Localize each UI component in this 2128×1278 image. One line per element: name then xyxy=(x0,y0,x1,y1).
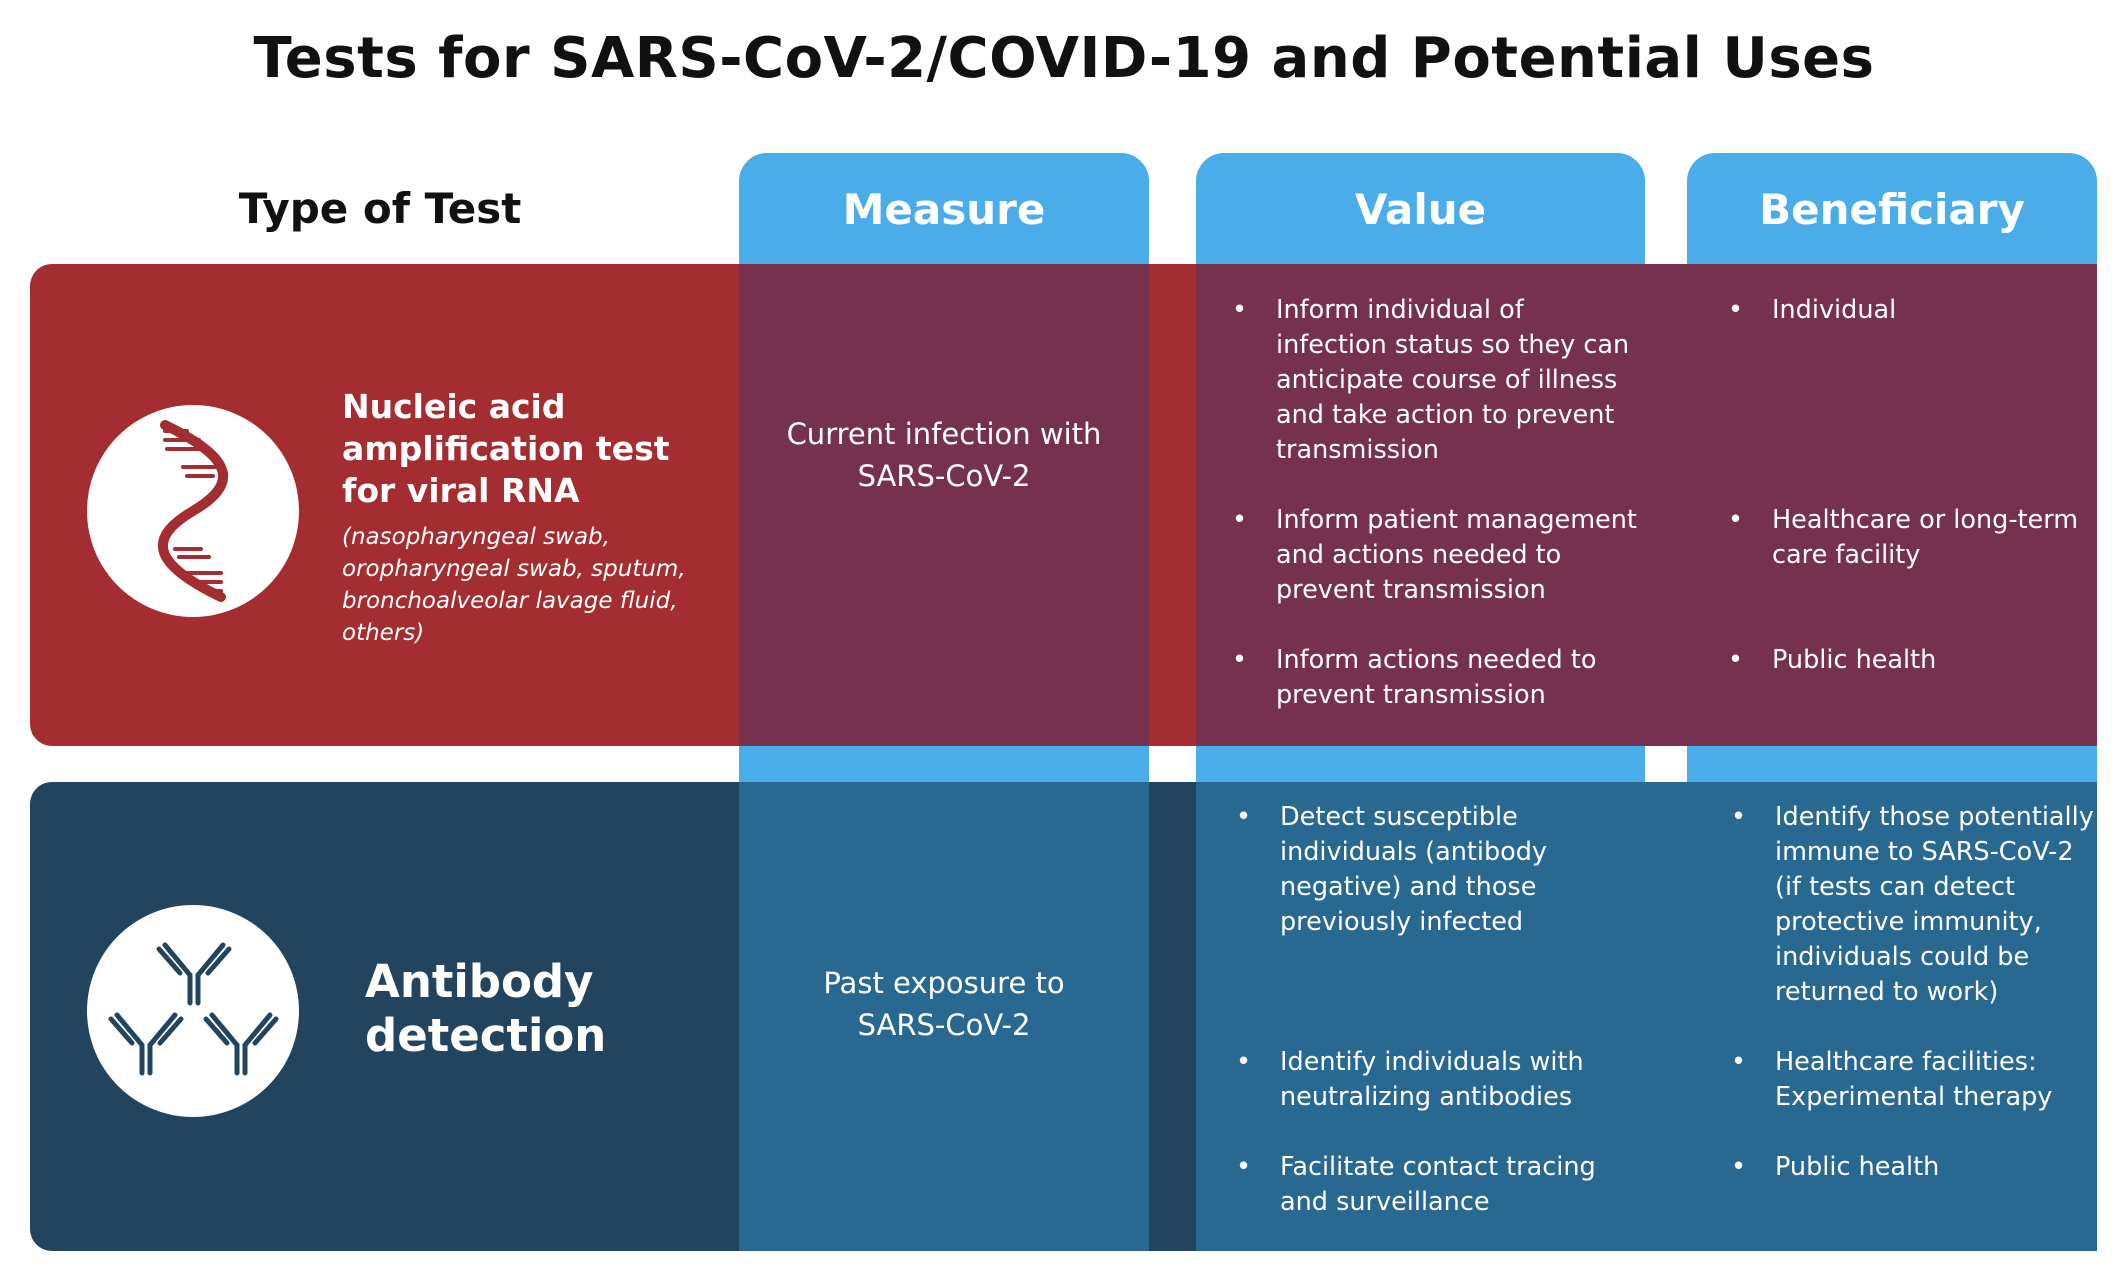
specimen-line: others) xyxy=(342,620,425,646)
measure-line: SARS-CoV-2 xyxy=(857,459,1031,493)
bullet-line: Identify those potentially xyxy=(1775,802,2094,832)
bullet-line: Inform individual of xyxy=(1276,295,1524,325)
bullet-line: Detect susceptible xyxy=(1280,802,1518,832)
bullet-line: infection status so they can xyxy=(1276,330,1630,360)
value-bullet: • Detect susceptible individuals (antibo… xyxy=(1236,800,1645,940)
bullet-dot: • xyxy=(1728,645,1744,675)
bullet-line: and take action to prevent xyxy=(1276,400,1615,430)
antibody-value-cell xyxy=(1196,782,2097,1251)
bullet-line: prevent transmission xyxy=(1276,680,1546,710)
dna-helix-icon xyxy=(157,420,229,602)
bullet-line: prevent transmission xyxy=(1276,575,1546,605)
antibody-icon xyxy=(108,942,279,1076)
bullet-line: Public health xyxy=(1775,1152,1940,1182)
bullet-line: Inform actions needed to xyxy=(1276,645,1597,675)
nucleic-acid-title-line: amplification test xyxy=(342,429,670,468)
antibody-measure: Past exposure to SARS-CoV-2 xyxy=(739,962,1149,1046)
bullet-dot: • xyxy=(1731,1047,1747,1077)
bullet-line: previously infected xyxy=(1280,907,1524,937)
measure-connector xyxy=(739,746,1149,782)
specimen-line: bronchoalveolar lavage fluid, xyxy=(342,588,678,614)
beneficiary-connector xyxy=(1687,746,2097,782)
beneficiary-header-label: Beneficiary xyxy=(1759,184,2025,234)
bullet-line: Identify individuals with xyxy=(1280,1047,1584,1077)
bullet-line: Inform patient management xyxy=(1276,505,1637,535)
bullet-line: Healthcare or long-term xyxy=(1772,505,2079,535)
value-header: Value xyxy=(1196,153,1645,265)
bullet-dot: • xyxy=(1728,505,1744,535)
measure-line: Past exposure to xyxy=(823,966,1065,1000)
type-of-test-header: Type of Test xyxy=(238,184,522,233)
bullet-line: Public health xyxy=(1772,645,1937,675)
beneficiary-bullet: • Healthcare facilities: Experimental th… xyxy=(1731,1045,2095,1115)
measure-header: Measure xyxy=(739,153,1149,265)
value-bullet: • Inform individual of infection status … xyxy=(1232,293,1646,468)
antibody-icon-badge xyxy=(87,905,299,1117)
beneficiary-bullet: • Individual xyxy=(1728,293,2092,328)
bullet-line: immune to SARS-CoV-2 xyxy=(1775,837,2074,867)
bullet-line: and actions needed to xyxy=(1276,540,1562,570)
measure-line: SARS-CoV-2 xyxy=(857,1008,1031,1042)
bullet-dot: • xyxy=(1731,802,1747,832)
specimen-line: oropharyngeal swab, sputum, xyxy=(342,556,686,582)
antibody-title-line: Antibody xyxy=(365,955,594,1008)
value-bullet: • Inform patient management and actions … xyxy=(1232,503,1646,608)
measure-header-label: Measure xyxy=(842,184,1046,234)
beneficiary-bullet: • Identify those potentially immune to S… xyxy=(1731,800,2095,1010)
bullet-line: protective immunity, xyxy=(1775,907,2042,937)
antibody-title-line: detection xyxy=(365,1009,607,1062)
antibody-title: Antibody detection xyxy=(365,955,725,1063)
bullet-line: and surveillance xyxy=(1280,1187,1490,1217)
bullet-dot: • xyxy=(1731,1152,1747,1182)
nucleic-acid-specimens: (nasopharyngeal swab, oropharyngeal swab… xyxy=(342,521,732,649)
bullet-dot: • xyxy=(1232,505,1248,535)
bullet-dot: • xyxy=(1728,295,1744,325)
bullet-line: returned to work) xyxy=(1775,977,1999,1007)
nucleic-acid-measure-cell xyxy=(739,264,1149,746)
bullet-dot: • xyxy=(1232,295,1248,325)
bullet-line: transmission xyxy=(1276,435,1439,465)
page-title: Tests for SARS-CoV-2/COVID-19 and Potent… xyxy=(253,26,1875,91)
bullet-line: Facilitate contact tracing xyxy=(1280,1152,1596,1182)
antibody-measure-cell xyxy=(739,782,1149,1251)
bullet-dot: • xyxy=(1236,1047,1252,1077)
nucleic-acid-title-line: for viral RNA xyxy=(342,471,580,510)
bullet-dot: • xyxy=(1232,645,1248,675)
beneficiary-bullet: • Public health xyxy=(1728,643,2092,678)
measure-line: Current infection with xyxy=(786,417,1102,451)
bullet-line: individuals (antibody xyxy=(1280,837,1548,867)
value-header-label: Value xyxy=(1354,184,1487,234)
bullet-line: negative) and those xyxy=(1280,872,1537,902)
bullet-line: Healthcare facilities: xyxy=(1775,1047,2037,1077)
value-bullet: • Identify individuals with neutralizing… xyxy=(1236,1045,1645,1115)
specimen-line: (nasopharyngeal swab, xyxy=(342,524,610,550)
bullet-dot: • xyxy=(1236,802,1252,832)
dna-icon-badge xyxy=(87,405,299,617)
bullet-line: neutralizing antibodies xyxy=(1280,1082,1573,1112)
bullet-line: anticipate course of illness xyxy=(1276,365,1618,395)
bullet-line: Experimental therapy xyxy=(1775,1082,2053,1112)
bullet-line: (if tests can detect xyxy=(1775,872,2015,902)
beneficiary-header: Beneficiary xyxy=(1687,153,2097,265)
bullet-dot: • xyxy=(1236,1152,1252,1182)
nucleic-acid-value-cell xyxy=(1196,264,2097,746)
value-bullet: • Inform actions needed to prevent trans… xyxy=(1232,643,1646,713)
nucleic-acid-measure: Current infection with SARS-CoV-2 xyxy=(739,413,1149,497)
bullet-line: individuals could be xyxy=(1775,942,2030,972)
bullet-line: Individual xyxy=(1772,295,1897,325)
nucleic-acid-title-line: Nucleic acid xyxy=(342,387,566,426)
value-connector xyxy=(1196,746,1645,782)
bullet-line: care facility xyxy=(1772,540,1921,570)
beneficiary-bullet: • Healthcare or long-term care facility xyxy=(1728,503,2092,573)
beneficiary-bullet: • Public health xyxy=(1731,1150,2095,1185)
value-bullet: • Facilitate contact tracing and surveil… xyxy=(1236,1150,1645,1220)
nucleic-acid-title: Nucleic acid amplification test for vira… xyxy=(342,386,722,512)
